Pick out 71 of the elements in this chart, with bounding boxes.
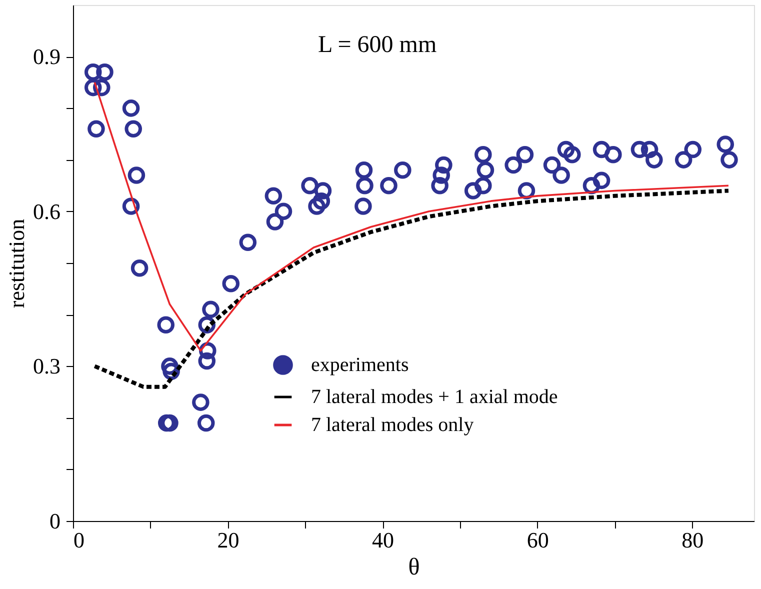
legend-label: experiments (311, 354, 409, 376)
point (432, 166, 450, 184)
annotation: L = 600 mm (318, 32, 437, 58)
point (543, 156, 561, 174)
point (604, 146, 622, 164)
x-tick-label: 80 (682, 528, 704, 552)
point (380, 176, 398, 194)
point (130, 260, 148, 277)
legend-label: 7 lateral modes only (311, 414, 474, 436)
point (720, 151, 738, 168)
point (157, 316, 175, 334)
y-tick-label: 0.9 (33, 44, 60, 70)
y-axis-title: restitution (4, 218, 29, 308)
point (435, 156, 452, 174)
point (192, 394, 210, 411)
point (592, 140, 610, 158)
point (202, 300, 220, 318)
point (431, 176, 448, 194)
point (684, 140, 702, 158)
point (239, 234, 257, 251)
point (630, 140, 648, 158)
y-tick-label: 0 (50, 508, 60, 534)
point (557, 140, 575, 158)
point (84, 63, 102, 81)
point (674, 151, 692, 168)
point (474, 146, 492, 164)
point (716, 136, 734, 153)
point (640, 140, 658, 158)
point (646, 151, 663, 168)
point (592, 172, 610, 190)
y-tick-label: 0.6 (33, 198, 60, 224)
legend-label: 7 lateral modes + 1 axial mode (311, 386, 558, 408)
point (122, 100, 140, 117)
x-tick-label: 60 (526, 528, 549, 552)
point (266, 213, 284, 230)
point (354, 198, 372, 215)
x-tick-label: 20 (217, 528, 240, 552)
point (564, 146, 581, 164)
point (516, 146, 534, 164)
point (198, 352, 216, 370)
point (552, 166, 570, 184)
x-tick-label: 40 (372, 528, 394, 552)
point (88, 120, 105, 138)
line-series (94, 82, 730, 352)
x-tick-label: 0 (74, 528, 84, 552)
point (355, 161, 373, 179)
point (128, 166, 146, 184)
point (84, 78, 102, 96)
point (122, 198, 140, 215)
point (161, 414, 178, 432)
line-series (92, 188, 730, 389)
point (96, 63, 114, 81)
point (124, 120, 142, 138)
point (474, 176, 492, 194)
point (464, 182, 482, 200)
point (222, 275, 240, 292)
point (476, 161, 494, 179)
x-axis-title: θ (408, 554, 420, 580)
point (274, 202, 292, 220)
point (504, 156, 522, 174)
point (314, 182, 332, 200)
point (301, 176, 318, 194)
point (308, 198, 326, 215)
point (394, 161, 412, 179)
point (197, 414, 215, 432)
point (312, 192, 330, 210)
point (158, 414, 176, 432)
point (356, 176, 374, 194)
point (198, 316, 216, 334)
y-tick-label: 0.3 (33, 354, 60, 379)
point (264, 187, 282, 205)
